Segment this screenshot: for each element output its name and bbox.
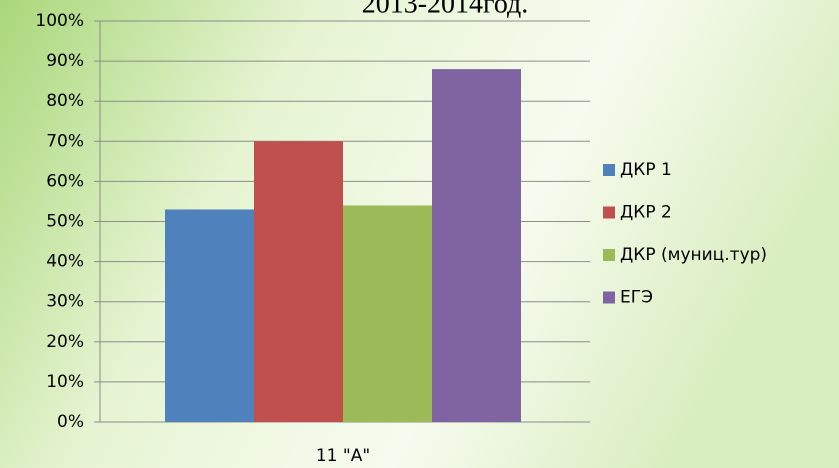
y-tick-label: 20% xyxy=(46,332,84,352)
legend-label: ДКР 2 xyxy=(620,203,672,223)
y-tick-label: 70% xyxy=(46,131,84,151)
bar xyxy=(165,209,254,422)
y-tick-label: 0% xyxy=(57,412,84,432)
legend-swatch xyxy=(603,249,615,261)
legend-swatch xyxy=(603,291,615,304)
y-tick-label: 30% xyxy=(46,292,84,312)
y-tick-label: 40% xyxy=(46,252,84,272)
y-tick-label: 50% xyxy=(46,212,84,232)
legend-label: ЕГЭ xyxy=(620,288,653,308)
bar xyxy=(432,69,521,423)
y-tick-label: 100% xyxy=(35,11,84,31)
y-tick-label: 60% xyxy=(46,171,84,191)
legend-label: ДКР 1 xyxy=(620,160,672,180)
chart-title: 2013-2014год. xyxy=(362,0,529,19)
bar xyxy=(254,141,343,423)
y-tick-label: 10% xyxy=(46,372,84,392)
x-tick-label: 11 "А" xyxy=(316,446,370,466)
legend-label: ДКР (муниц.тур) xyxy=(620,245,767,265)
legend-swatch xyxy=(603,206,615,219)
y-tick-label: 80% xyxy=(46,91,84,111)
y-tick-label: 90% xyxy=(46,51,84,71)
legend-swatch xyxy=(603,164,615,176)
bar xyxy=(343,205,432,422)
